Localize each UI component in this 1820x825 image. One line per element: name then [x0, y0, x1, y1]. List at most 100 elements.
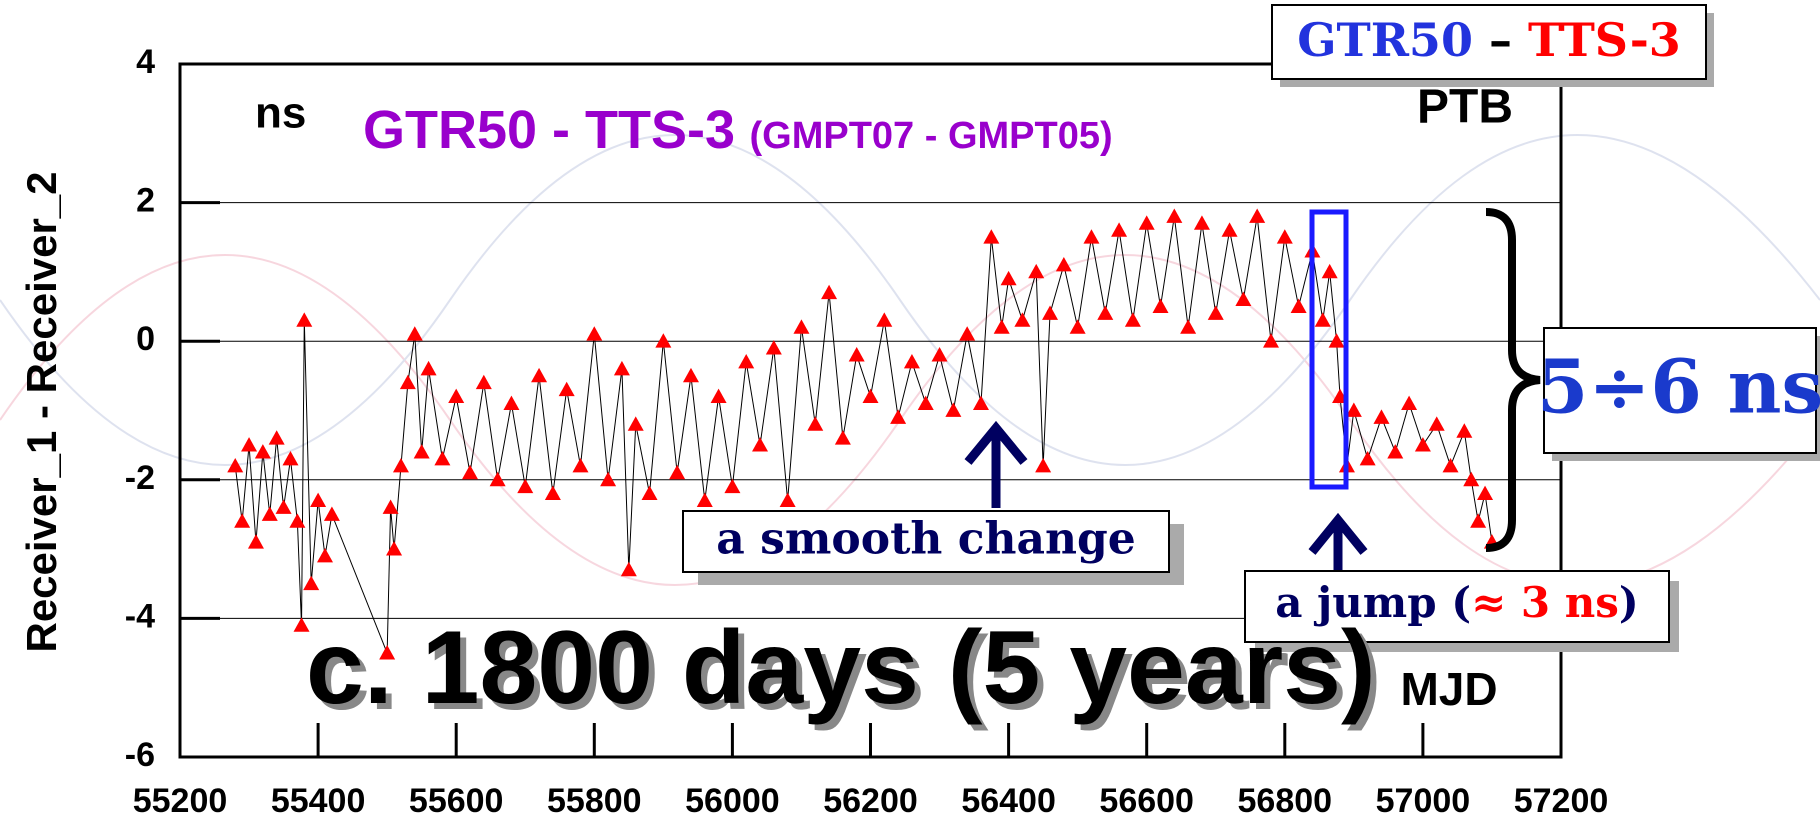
data-point [1277, 229, 1293, 243]
data-point [1222, 222, 1238, 236]
x-tick-label: 56600 [1099, 782, 1194, 820]
arrow [1312, 520, 1364, 572]
data-point [614, 361, 630, 375]
y-tick-label: -4 [125, 597, 155, 635]
data-point [621, 562, 637, 576]
data-point [503, 396, 519, 410]
data-point [738, 354, 754, 368]
legend-separator: – [1489, 13, 1512, 67]
lab-label: PTB [1417, 81, 1513, 134]
data-point [1166, 208, 1182, 222]
data-point [1415, 437, 1431, 451]
data-point [724, 479, 740, 493]
data-point [1083, 229, 1099, 243]
data-point [400, 375, 416, 389]
y-tick-label: -6 [125, 736, 155, 774]
data-point [262, 506, 278, 520]
y-axis-label: Receiver_1 - Receiver_2 [18, 171, 65, 652]
data-point [255, 444, 271, 458]
jump-value: ≈ 3 ns [1471, 578, 1619, 627]
data-point [572, 458, 588, 472]
x-tick-label: 55600 [409, 782, 504, 820]
smooth-annotation: a smooth change [716, 514, 1136, 565]
data-point [766, 340, 782, 354]
data-point [1097, 305, 1113, 319]
data-point [324, 506, 340, 520]
data-point [669, 465, 685, 479]
data-point [1194, 215, 1210, 229]
x-axis-label: MJD [1400, 663, 1497, 715]
x-tick-label: 55200 [133, 782, 228, 820]
legend-entry: GTR50 [1297, 13, 1473, 67]
data-point [849, 347, 865, 361]
x-tick-label: 57000 [1376, 782, 1471, 820]
data-point [241, 437, 257, 451]
data-point [1429, 416, 1445, 430]
x-tick-label: 56800 [1238, 782, 1333, 820]
x-tick-label: 57200 [1514, 782, 1609, 820]
data-point [890, 409, 906, 423]
unit-label: ns [255, 89, 306, 138]
x-tick-label: 56200 [823, 782, 918, 820]
data-point [711, 389, 727, 403]
data-point [1249, 208, 1265, 222]
data-point [296, 312, 312, 326]
data-point [1463, 472, 1479, 486]
data-point [945, 403, 961, 417]
data-point [983, 229, 999, 243]
data-point [383, 500, 399, 514]
legend: GTR50 – TTS-3 [1297, 13, 1681, 67]
y-tick-label: -2 [125, 459, 155, 497]
data-point [780, 493, 796, 507]
data-point [448, 389, 464, 403]
data-point [793, 319, 809, 333]
data-point [876, 312, 892, 326]
data-point [434, 451, 450, 465]
data-point [462, 465, 478, 479]
data-point [697, 493, 713, 507]
data-point [904, 354, 920, 368]
page: -6-4-20245520055400556005580056000562005… [0, 0, 1820, 825]
data-point [683, 368, 699, 382]
chart: -6-4-20245520055400556005580056000562005… [0, 0, 1820, 825]
data-point [1456, 423, 1472, 437]
data-point [310, 493, 326, 507]
data-point [1208, 305, 1224, 319]
data-point [393, 458, 409, 472]
data-point [1263, 333, 1279, 347]
data-point [1180, 319, 1196, 333]
data-point [1291, 299, 1307, 313]
x-tick-label: 55400 [271, 782, 366, 820]
chart-title: GTR50 - TTS-3 (GMPT07 - GMPT05) [363, 100, 1113, 160]
data-point [1387, 444, 1403, 458]
data-point [959, 326, 975, 340]
data-point [1235, 292, 1251, 306]
data-point [752, 437, 768, 451]
data-point [269, 430, 285, 444]
x-tick-label: 56400 [961, 782, 1056, 820]
data-point [863, 389, 879, 403]
data-point [835, 430, 851, 444]
data-point [1477, 486, 1493, 500]
span-annotation: c. 1800 days (5 years) [306, 610, 1376, 726]
data-point [994, 319, 1010, 333]
arrow [968, 428, 1024, 508]
data-point [317, 548, 333, 562]
data-point [1001, 271, 1017, 285]
data-point [1125, 312, 1141, 326]
data-point [628, 416, 644, 430]
data-point [655, 333, 671, 347]
data-point [276, 500, 292, 514]
x-tick-label: 55800 [547, 782, 642, 820]
data-point [932, 347, 948, 361]
data-point [386, 541, 402, 555]
data-point [531, 368, 547, 382]
data-point [490, 472, 506, 486]
data-point [559, 382, 575, 396]
y-tick-label: 2 [136, 182, 155, 220]
data-point [1028, 264, 1044, 278]
data-point [1139, 215, 1155, 229]
data-point [918, 396, 934, 410]
data-point [1042, 305, 1058, 319]
data-point [642, 486, 658, 500]
